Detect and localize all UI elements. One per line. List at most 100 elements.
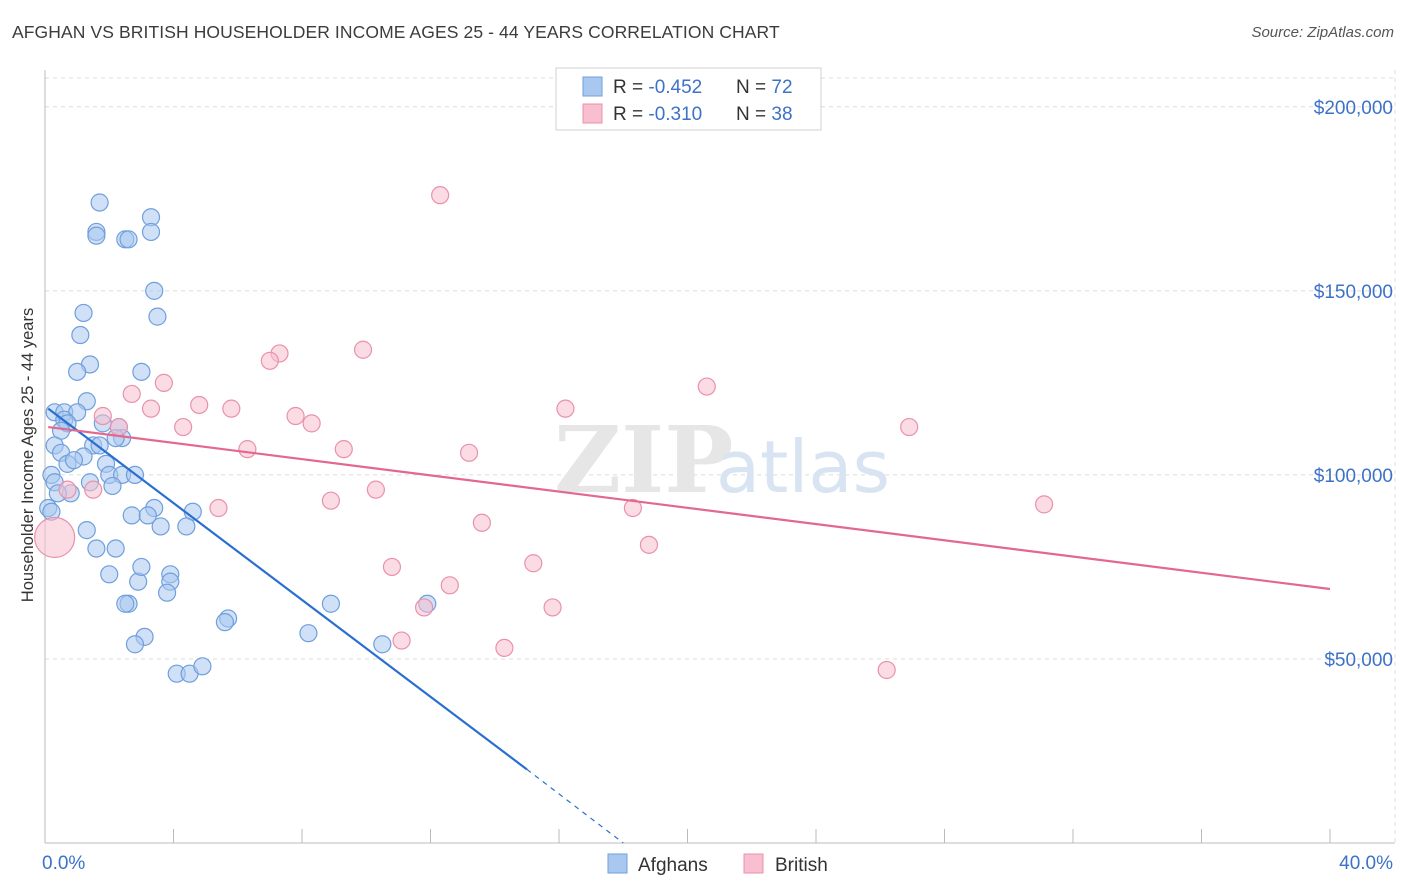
point-british-32 [414, 598, 434, 617]
x-tick-label-0: 0.0% [42, 853, 85, 874]
source-label: Source: ZipAtlas.com [1251, 24, 1394, 41]
legend-n-value-afghans: 72 [771, 77, 792, 98]
legend-swatch-afghans [582, 76, 603, 97]
bottom-legend-label-british: British [775, 855, 828, 876]
point-afghans-43 [138, 506, 157, 525]
legend-swatch-british [582, 103, 603, 124]
point-afghans-53 [157, 583, 177, 602]
point-afghans-10 [71, 325, 90, 345]
svg-text:N = 72: N = 72 [736, 77, 793, 98]
bottom-legend-swatch-afghans [607, 853, 628, 874]
point-british-31 [440, 576, 459, 595]
y-tick-label-1: $100,000 [1314, 466, 1393, 487]
point-afghans-13 [132, 362, 151, 381]
point-british-37 [34, 516, 76, 559]
point-british-16 [900, 417, 919, 437]
point-british-27 [472, 513, 491, 532]
point-afghans-49 [100, 565, 119, 584]
point-british-30 [524, 554, 543, 573]
point-afghans-67 [87, 539, 106, 558]
svg-text:N = 38: N = 38 [736, 104, 793, 125]
legend-n-label-afghans: N = [736, 77, 771, 98]
point-afghans-6 [119, 230, 138, 249]
point-afghans-4 [141, 222, 161, 242]
point-afghans-68 [132, 557, 151, 577]
point-afghans-12 [68, 362, 87, 381]
point-afghans-41 [122, 506, 141, 525]
point-afghans-66 [193, 657, 212, 676]
point-british-23 [321, 491, 341, 510]
legend-n-value-british: 38 [771, 104, 792, 125]
point-british-22 [84, 480, 103, 499]
x-tick-label-1: 40.0% [1339, 853, 1393, 874]
legend-r-label-afghans: R = [613, 77, 648, 98]
trend-line-afghans [47, 407, 528, 771]
point-british-17 [238, 440, 257, 459]
point-afghans-48 [106, 539, 125, 558]
point-british-21 [366, 480, 385, 499]
series-legend: Afghans British [607, 853, 828, 876]
y-tick-label-3: $200,000 [1314, 98, 1393, 119]
point-british-13 [302, 414, 321, 433]
y-tick-label-0: $50,000 [1324, 650, 1393, 671]
point-afghans-47 [177, 517, 196, 536]
point-afghans-45 [77, 521, 96, 540]
series-afghans [39, 193, 437, 683]
point-afghans-59 [215, 613, 234, 632]
point-british-6 [697, 377, 716, 396]
legend-n-label-british: N = [736, 104, 771, 125]
point-british-5 [122, 384, 141, 404]
point-british-15 [109, 417, 128, 437]
point-british-1 [353, 340, 373, 359]
point-british-7 [190, 395, 209, 415]
point-british-10 [556, 399, 575, 418]
point-afghans-8 [148, 307, 167, 326]
point-afghans-69 [64, 451, 84, 470]
bottom-legend-label-afghans: Afghans [638, 855, 708, 876]
point-british-19 [459, 443, 479, 462]
svg-text:R = -0.452: R = -0.452 [613, 77, 702, 98]
point-afghans-37 [103, 476, 122, 496]
trend-lines [47, 407, 1331, 844]
point-afghans-63 [373, 635, 392, 654]
legend-r-value-british: -0.310 [648, 104, 702, 125]
point-afghans-52 [129, 572, 148, 591]
trend-line-afghans-extension [526, 768, 624, 844]
point-british-12 [286, 406, 305, 426]
point-afghans-55 [116, 594, 135, 613]
watermark: ZIP atlas [554, 406, 890, 514]
point-british-18 [334, 440, 353, 459]
bottom-legend-swatch-british [743, 853, 764, 874]
point-british-8 [222, 399, 241, 418]
trend-line-british [48, 425, 1331, 591]
legend-r-label-british: R = [613, 104, 648, 125]
series-british [34, 186, 1054, 680]
point-afghans-46 [151, 517, 170, 536]
point-afghans-0 [90, 193, 109, 212]
point-british-4 [154, 373, 173, 392]
axes [44, 70, 1395, 844]
point-afghans-9 [74, 303, 93, 323]
chart-title: AFGHAN VS BRITISH HOUSEHOLDER INCOME AGE… [12, 22, 780, 42]
point-british-35 [495, 638, 514, 658]
point-afghans-62 [125, 635, 145, 654]
point-british-26 [1034, 495, 1054, 514]
svg-text:R = -0.310: R = -0.310 [613, 104, 702, 125]
point-british-20 [58, 480, 77, 499]
x-tick-labels: 0.0% 40.0% [42, 853, 1393, 874]
point-afghans-2 [87, 226, 106, 245]
point-british-29 [382, 557, 402, 577]
point-afghans-7 [145, 281, 164, 300]
point-british-14 [174, 417, 193, 437]
y-tick-label-2: $150,000 [1314, 282, 1393, 303]
point-british-3 [260, 351, 279, 370]
point-british-36 [877, 660, 896, 680]
point-afghans-60 [299, 624, 318, 643]
point-british-9 [141, 399, 161, 418]
point-british-25 [623, 498, 642, 518]
point-british-24 [209, 498, 228, 518]
point-british-11 [93, 406, 112, 426]
point-british-28 [639, 535, 659, 554]
watermark-zip: ZIP [554, 406, 733, 514]
